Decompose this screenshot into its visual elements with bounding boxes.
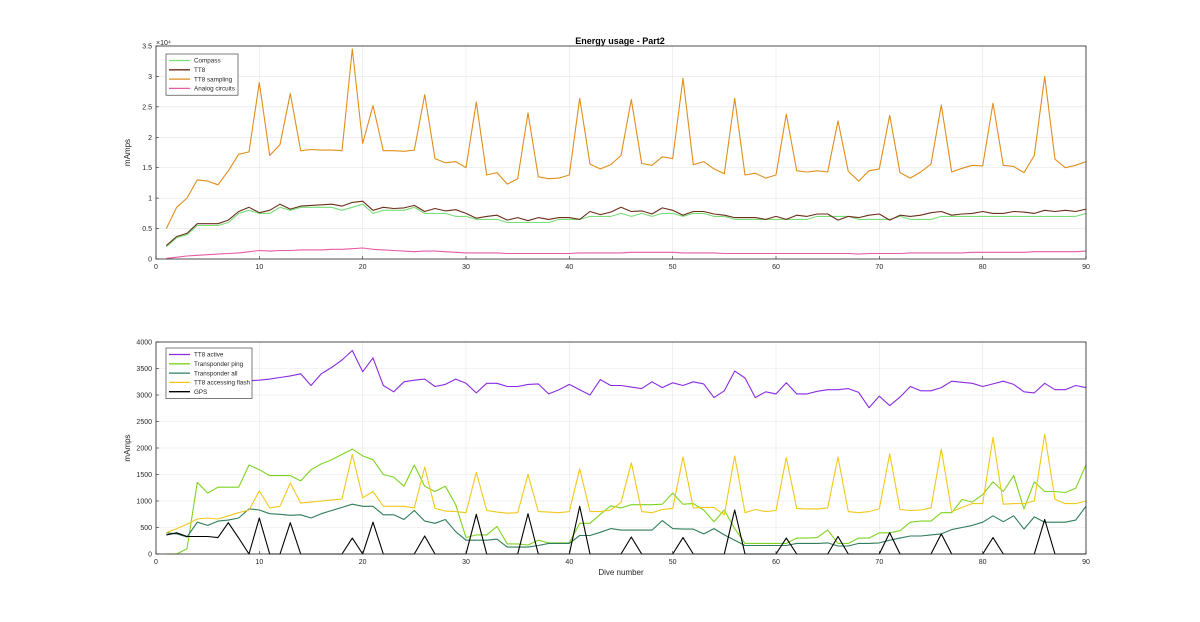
y-tick-label: 1500 [136, 472, 152, 479]
y-tick-label: 2.5 [142, 104, 152, 111]
legend-entry: TT8 [194, 67, 206, 74]
x-tick-label: 70 [875, 264, 883, 271]
x-tick-label: 70 [875, 559, 883, 566]
x-tick-label: 0 [154, 559, 158, 566]
x-tick-label: 90 [1082, 264, 1090, 271]
energy-chart-bottom: 0 10 20 30 40 50 60 70 80 90 0 500 1000 1500 2000 2500 3… [123, 340, 1090, 578]
y-tick-label: 2500 [136, 419, 152, 426]
x-tick-label: 50 [669, 559, 677, 566]
x-tick-label: 30 [462, 264, 470, 271]
series-line-analog-circuits [166, 247, 1087, 259]
series-line-tt8-sampling [165, 48, 1087, 229]
y-tick-label: 0 [148, 552, 152, 559]
x-tick-label: 50 [669, 264, 677, 271]
legend-entry: Transponder ping [194, 361, 244, 368]
y-tick-label: 3 [148, 74, 152, 81]
x-tick-label: 30 [462, 559, 470, 566]
series-layer [165, 48, 1087, 259]
legend: TT8 active Transponder ping Transponder al… [165, 347, 253, 399]
tick-labels: 0 10 20 30 40 50 60 70 80 90 0 500 1000 1500 2000 2500 3… [136, 340, 1090, 567]
tick-labels: 0 10 20 30 40 50 60 70 80 90 0 0.5 1 1.5 2 2.5 3 3.5 [142, 44, 1090, 272]
series-line-transponder-ping [166, 448, 1087, 555]
y-tick-label: 4000 [136, 340, 152, 347]
y-tick-label: 0.5 [142, 226, 152, 233]
series-line-tt8 [165, 200, 1087, 247]
y-tick-label: 2000 [136, 446, 152, 453]
series-line-tt8-accessing-flash [166, 433, 1087, 534]
x-tick-label: 40 [565, 264, 573, 271]
y-axis-label: mAmps [123, 434, 132, 461]
series-line-tt8-active [165, 349, 1087, 409]
legend-entry: TT8 active [194, 352, 224, 359]
legend-entry: TT8 sampling [194, 76, 233, 83]
x-tick-label: 60 [772, 264, 780, 271]
x-tick-label: 20 [359, 264, 367, 271]
axes-frame [155, 45, 1087, 260]
x-tick-label: 90 [1082, 559, 1090, 566]
legend: Compass TT8 TT8 sampling Analog circuits [165, 53, 239, 96]
y-tick-label: 3.5 [142, 44, 152, 51]
x-tick-label: 80 [979, 559, 987, 566]
chart-title: Energy usage - Part2 [575, 36, 665, 46]
legend-entry: Compass [194, 58, 221, 65]
x-tick-label: 0 [154, 264, 158, 271]
y-tick-label: 500 [140, 525, 152, 532]
energy-chart-top: Energy usage - Part2 0 10 20 30 40 50 60 70 80 90… [123, 36, 1090, 271]
x-tick-label: 40 [565, 559, 573, 566]
x-tick-label: 10 [255, 559, 263, 566]
legend-entry: GPS [194, 389, 207, 396]
y-tick-label: 3000 [136, 393, 152, 400]
series-line-transponder-all [166, 503, 1087, 548]
y-tick-label: 1.5 [142, 165, 152, 172]
x-tick-label: 20 [359, 559, 367, 566]
series-line-compass [165, 203, 1087, 248]
y-axis-label: mAmps [123, 139, 132, 166]
y-exponent-label: ×10⁴ [156, 40, 171, 47]
x-tick-label: 80 [979, 264, 987, 271]
y-tick-label: 0 [148, 257, 152, 264]
y-tick-label: 1000 [136, 499, 152, 506]
y-tick-label: 3500 [136, 366, 152, 373]
x-tick-label: 10 [255, 264, 263, 271]
legend-entry: Analog circuits [194, 86, 235, 93]
x-axis-label: Dive number [598, 568, 644, 577]
y-tick-label: 1 [148, 196, 152, 203]
legend-entry: Transponder all [194, 370, 238, 377]
x-tick-label: 60 [772, 559, 780, 566]
y-tick-label: 2 [148, 135, 152, 142]
legend-entry: TT8 accessing flash [194, 380, 250, 387]
